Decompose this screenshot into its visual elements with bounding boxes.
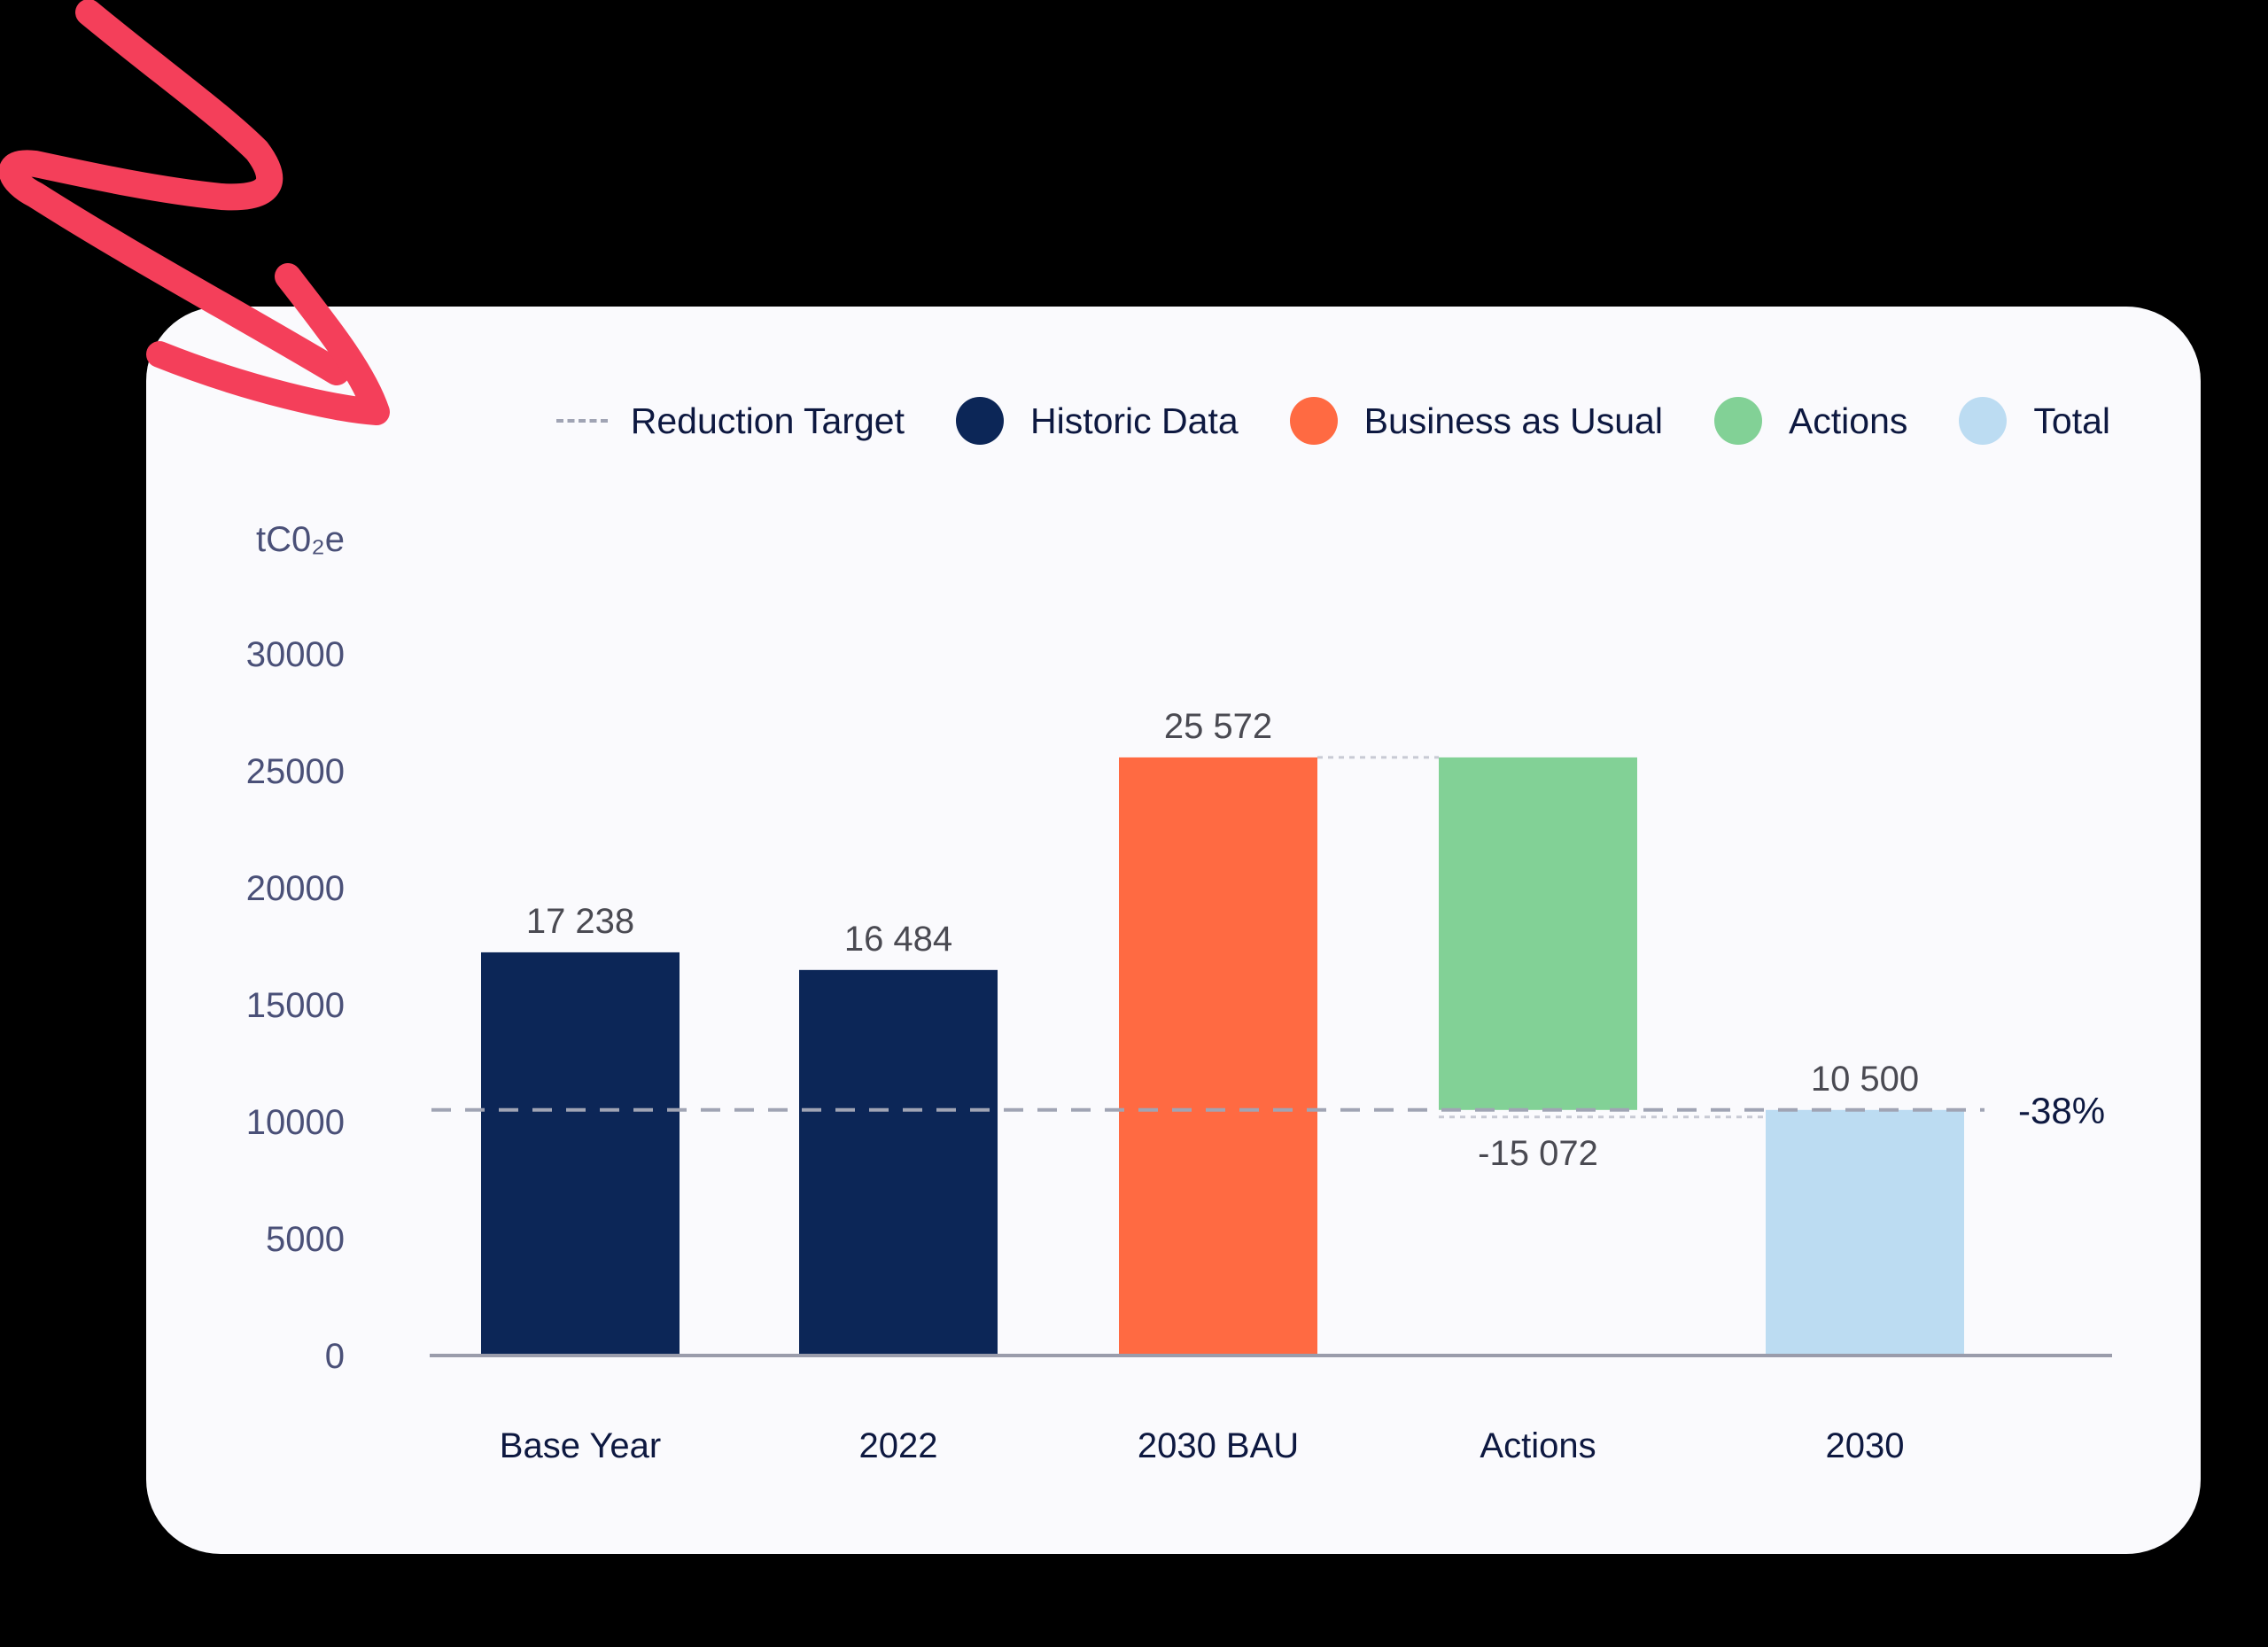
legend-reduction-target[interactable]: Reduction Target: [555, 400, 905, 442]
legend-label: Reduction Target: [630, 400, 905, 441]
y-tick-label: 30000: [246, 635, 345, 674]
circle-icon: [1713, 397, 1762, 445]
x-tick-label: 2022: [859, 1426, 938, 1465]
y-tick-label: 20000: [246, 869, 345, 908]
y-axis-label: tC0₂e: [256, 520, 345, 559]
y-tick-label: 10000: [246, 1103, 345, 1142]
legend-label: Historic Data: [1029, 400, 1239, 441]
x-tick-label: Base Year: [500, 1426, 661, 1465]
data-label: 25 572: [1164, 707, 1272, 746]
bar-base-year: [481, 952, 680, 1356]
dash-line-icon: [555, 419, 608, 423]
legend-business-as-usual[interactable]: Business as Usual: [1289, 397, 1663, 445]
legend: Reduction Target Historic Data Business …: [505, 397, 2110, 445]
data-label: 17 238: [526, 902, 634, 941]
legend-historic-data[interactable]: Historic Data: [955, 397, 1239, 445]
data-label: 10 500: [1811, 1060, 1919, 1099]
y-tick-label: 0: [325, 1337, 345, 1376]
data-label: -15 072: [1478, 1134, 1598, 1173]
reduction-target-label: -38%: [2018, 1090, 2105, 1131]
bar-2022: [799, 969, 998, 1356]
x-tick-label: 2030 BAU: [1138, 1426, 1299, 1465]
legend-label: Total: [2033, 400, 2110, 441]
legend-label: Actions: [1788, 400, 1908, 441]
data-label: 16 484: [844, 920, 952, 959]
legend-label: Business as Usual: [1363, 400, 1663, 441]
circle-icon: [1959, 397, 2008, 445]
bar-2030-bau: [1119, 757, 1317, 1356]
legend-actions[interactable]: Actions: [1713, 397, 1908, 445]
x-tick-label: 2030: [1826, 1426, 1905, 1465]
y-tick-label: 15000: [246, 986, 345, 1025]
y-tick-label: 25000: [246, 752, 345, 791]
x-tick-label: Actions: [1480, 1426, 1596, 1465]
circle-icon: [955, 397, 1004, 445]
circle-icon: [1289, 397, 1338, 445]
bar-actions: [1439, 757, 1637, 1110]
bar-2030: [1766, 1109, 1964, 1356]
legend-total[interactable]: Total: [1959, 397, 2110, 445]
y-tick-label: 5000: [266, 1220, 345, 1259]
